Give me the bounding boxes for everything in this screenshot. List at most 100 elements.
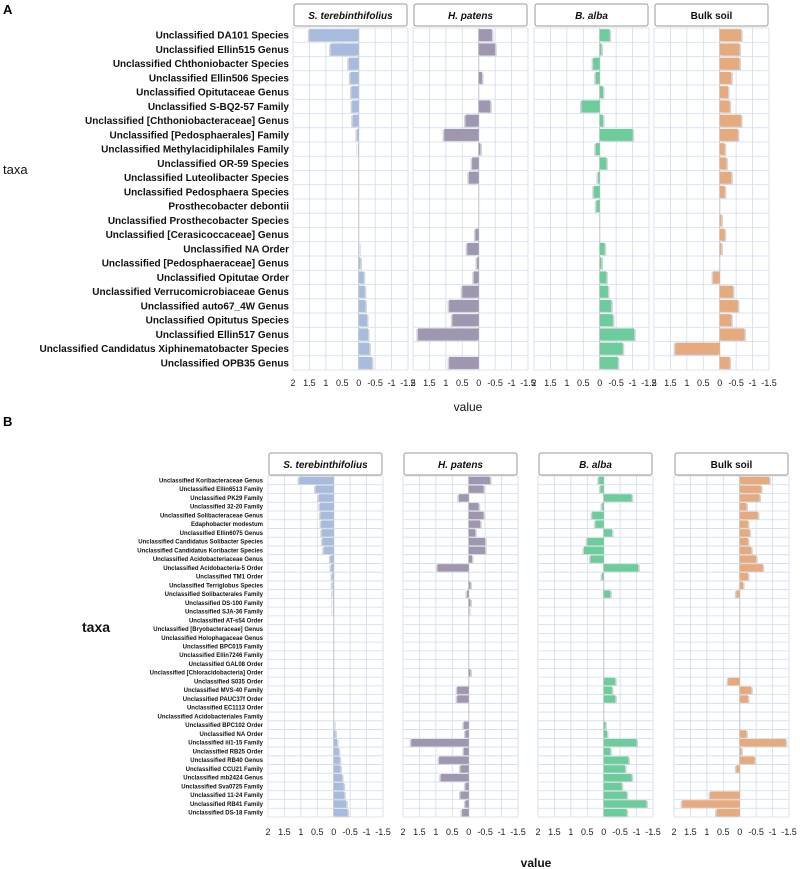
bar-b-alba	[599, 157, 607, 170]
bar-s-terebinthifolius	[350, 71, 359, 84]
facet-title: S. terebinthifolius	[283, 460, 368, 471]
x-tick-label: -1	[363, 827, 371, 837]
taxon-label: Unclassified Ellin6513 Family	[179, 487, 263, 493]
bar-h-patens	[468, 634, 470, 642]
bar-bulk-soil	[719, 143, 725, 156]
bar-b-alba	[595, 71, 600, 84]
bar-bulk-soil	[739, 625, 741, 633]
x-tick-label: -1	[629, 378, 637, 388]
taxon-label: Unclassified Chthoniobacter Species	[113, 59, 290, 70]
y-axis-title: taxa	[82, 619, 110, 635]
bar-h-patens	[468, 555, 472, 563]
taxon-label: Unclassified Terriglobus Species	[169, 583, 264, 589]
bar-b-alba	[598, 171, 600, 184]
x-tick-label: -1.5	[781, 827, 797, 837]
bar-h-patens	[478, 71, 482, 84]
x-tick-label: -0.5	[748, 827, 764, 837]
bar-bulk-soil	[736, 590, 740, 598]
bar-s-terebinthifolius	[332, 572, 334, 581]
bar-bulk-soil	[739, 572, 748, 581]
bar-b-alba	[599, 299, 612, 312]
taxon-label: Unclassified BPC015 Family	[183, 645, 264, 651]
x-tick-label: -0.5	[477, 827, 493, 837]
bar-s-terebinthifolius	[358, 171, 360, 184]
x-tick-label: 0	[737, 827, 742, 837]
bar-h-patens	[462, 285, 479, 298]
bar-bulk-soil	[739, 520, 748, 528]
bar-bulk-soil	[739, 485, 762, 493]
bar-h-patens	[472, 157, 479, 170]
bar-s-terebinthifolius	[333, 773, 342, 782]
taxon-label: Unclassified NA Order	[200, 732, 264, 738]
bar-bulk-soil	[710, 791, 740, 799]
x-tick-label: 0.5	[577, 378, 590, 388]
bar-bulk-soil	[739, 782, 741, 791]
x-tick-label: 1	[568, 827, 573, 837]
bar-bulk-soil	[739, 660, 741, 668]
taxon-label: Unclassified Acidobacteriales Family	[158, 714, 264, 720]
bar-b-alba	[599, 356, 618, 369]
x-tick-label: 1.5	[413, 827, 426, 837]
bar-s-terebinthifolius	[358, 157, 360, 170]
bar-s-terebinthifolius	[333, 730, 336, 738]
bar-shadow	[329, 564, 333, 573]
bar-b-alba	[590, 555, 604, 563]
bar-b-alba	[603, 782, 622, 791]
bar-shadow	[470, 608, 471, 616]
bar-h-patens	[449, 356, 479, 369]
x-tick-label: 0	[466, 827, 471, 837]
x-tick-label: 1.5	[303, 378, 316, 388]
bar-bulk-soil	[728, 677, 740, 686]
bar-b-alba	[603, 686, 612, 694]
bar-h-patens	[468, 669, 471, 677]
x-tick-label: 2	[290, 378, 295, 388]
bar-shadow	[470, 669, 472, 678]
taxon-label: Unclassified DA101 Species	[156, 31, 290, 42]
taxon-label: Unclassified Opitutae Order	[157, 273, 289, 284]
bar-s-terebinthifolius	[358, 185, 360, 198]
facet-title: B. alba	[579, 460, 612, 471]
bar-b-alba	[599, 257, 602, 270]
bar-bulk-soil	[739, 607, 741, 616]
bar-b-alba	[581, 100, 600, 113]
bar-b-alba	[603, 494, 632, 502]
bar-bulk-soil	[739, 686, 752, 694]
bar-b-alba	[595, 520, 604, 528]
bar-s-terebinthifolius	[358, 200, 360, 213]
x-tick-label: -1	[633, 827, 641, 837]
taxon-label: Unclassified [Pedosphaerales] Family	[109, 130, 289, 141]
x-tick-label: -0.5	[612, 827, 628, 837]
taxon-label: Unclassified TM1 Order	[196, 575, 264, 581]
bar-bulk-soil	[739, 555, 757, 563]
bar-h-patens	[473, 271, 479, 284]
x-tick-label: 1.5	[684, 827, 697, 837]
x-tick-label: -1.5	[400, 378, 416, 388]
taxon-label: Unclassified Solibacterales Family	[165, 592, 264, 598]
bar-shadow	[465, 591, 468, 599]
bar-b-alba	[587, 537, 604, 546]
facet-title: S. terebinthifolius	[308, 11, 393, 22]
bar-b-alba	[603, 773, 632, 782]
bar-s-terebinthifolius	[358, 328, 368, 341]
x-tick-label: 0	[331, 827, 336, 837]
bar-s-terebinthifolius	[358, 299, 366, 312]
bar-h-patens	[439, 756, 469, 764]
taxon-label: Unclassified Koribacteraceae Genus	[159, 478, 264, 484]
bar-h-patens	[449, 299, 479, 312]
facet-strip	[268, 452, 383, 476]
bar-s-terebinthifolius	[332, 590, 334, 598]
facet-strip	[403, 452, 518, 476]
taxon-label: Unclassified PAUC37f Order	[183, 697, 264, 703]
bar-shadow	[600, 573, 603, 582]
bar-h-patens	[468, 485, 484, 493]
bar-b-alba	[603, 669, 605, 677]
taxon-label: Unclassified [Chthoniobacteraceae] Genus	[85, 116, 289, 127]
bar-s-terebinthifolius	[333, 765, 341, 773]
bar-bulk-soil	[719, 100, 730, 113]
bar-b-alba	[603, 581, 605, 589]
bar-h-patens	[465, 730, 469, 738]
bar-shadow	[330, 582, 333, 590]
bar-h-patens	[478, 29, 492, 42]
bar-h-patens	[468, 660, 470, 668]
bar-b-alba	[599, 128, 633, 141]
